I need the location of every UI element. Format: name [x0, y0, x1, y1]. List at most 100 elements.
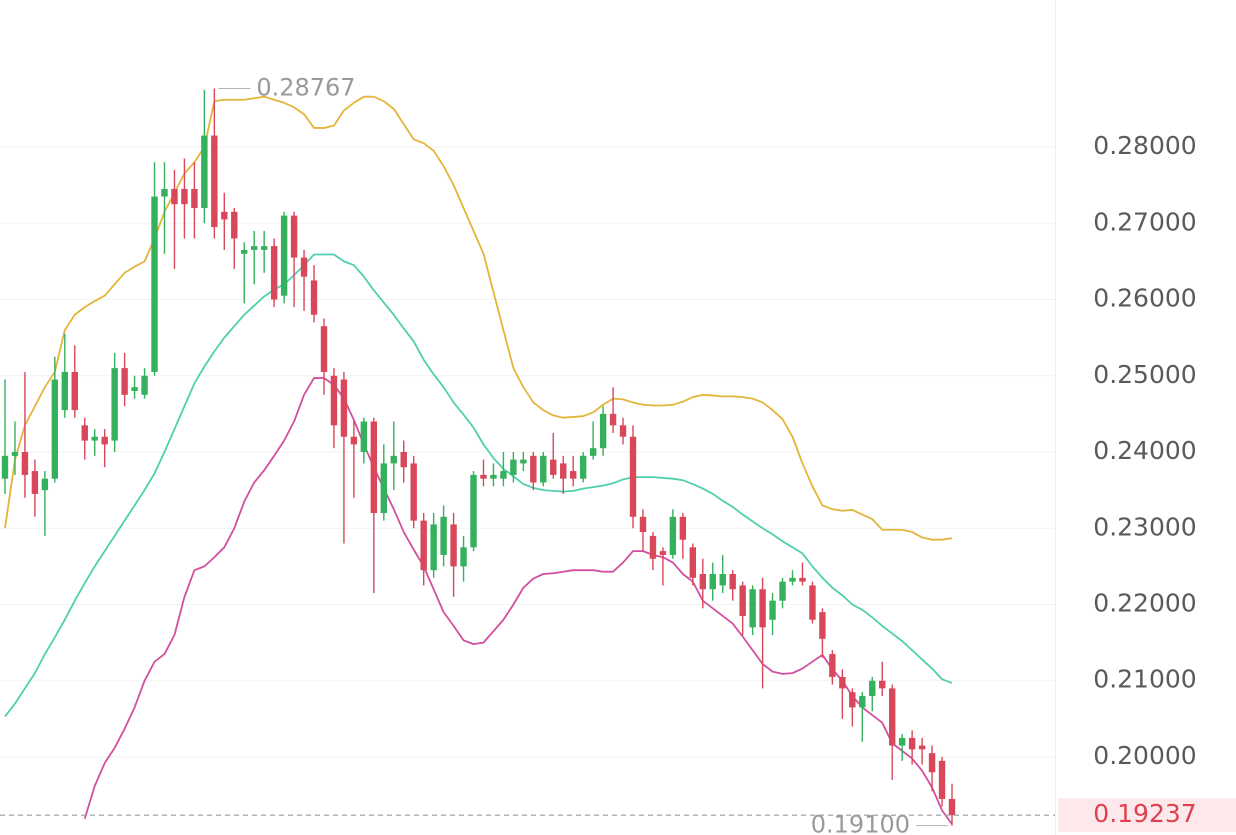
candle-body [430, 524, 437, 571]
last-price-label: 0.19237 [1093, 799, 1196, 828]
candle-body [61, 371, 69, 411]
candle-body [260, 246, 268, 250]
y-tick-label: 0.25000 [1093, 360, 1196, 389]
candle-body [201, 135, 208, 209]
overlay: 0.28767 0.19100 0.19237 [0, 74, 1236, 835]
candle-body [769, 600, 776, 620]
candle-body [510, 459, 517, 475]
candle-body [121, 368, 128, 395]
candle-body [470, 474, 477, 548]
candle-body [161, 188, 168, 197]
bands [4, 95, 953, 825]
candle-body [579, 455, 587, 479]
candle-body [888, 688, 896, 746]
candle-body [849, 692, 856, 708]
candle-body [21, 452, 29, 475]
candle-body [310, 280, 318, 315]
candle-body [809, 585, 816, 620]
candle-body [789, 577, 796, 582]
candle-body [211, 135, 218, 228]
candle-body [320, 326, 328, 372]
candle-body [480, 474, 487, 479]
candle-body [131, 387, 138, 392]
candle-body [739, 585, 746, 616]
candle-body [799, 577, 806, 582]
candle-body [340, 379, 348, 437]
candle-body [370, 421, 378, 514]
candle-body [290, 215, 298, 258]
candle-body [679, 516, 687, 540]
band-line [4, 253, 953, 718]
y-tick-label: 0.28000 [1093, 131, 1196, 160]
candle-body [151, 196, 158, 372]
candle-body [171, 188, 178, 205]
y-tick-label: 0.21000 [1093, 665, 1196, 694]
candle-body [390, 455, 397, 464]
min-label: 0.19100 [811, 811, 910, 835]
candle-body [709, 574, 716, 590]
candle-body [440, 516, 447, 555]
y-tick-label: 0.20000 [1093, 741, 1196, 770]
max-label: 0.28767 [256, 74, 355, 102]
candle-body [918, 745, 926, 750]
candle-body [241, 249, 248, 254]
candle-body [420, 520, 427, 571]
candle-body [869, 680, 876, 696]
candle-body [500, 471, 507, 479]
candle-body [540, 455, 547, 483]
candle-body [719, 574, 726, 586]
candle-body [948, 798, 956, 816]
candle-body [31, 471, 39, 494]
candle-body [550, 459, 557, 475]
candle-body [530, 455, 537, 483]
candle-body [181, 188, 188, 205]
candle-body [490, 474, 497, 479]
candle-body [280, 215, 288, 296]
candle-body [520, 459, 527, 464]
candle-body [699, 574, 706, 590]
candle-body [221, 211, 228, 220]
candle-body [689, 547, 697, 578]
candle-body [71, 371, 78, 411]
candle-body [400, 452, 407, 468]
candle-body [41, 478, 49, 491]
candle-body [460, 547, 467, 567]
candle-body [729, 574, 736, 590]
y-tick-label: 0.24000 [1093, 436, 1196, 465]
candle-body [629, 436, 637, 517]
last-price-box [1058, 798, 1236, 833]
candle-body [251, 246, 258, 250]
candle-body [938, 760, 946, 799]
y-tick-label: 0.26000 [1093, 284, 1196, 313]
candle-body [410, 463, 417, 521]
candle-body [829, 654, 836, 677]
grid: 0.20000 0.21000 0.22000 0.23000 0.24000 0.250… [0, 131, 1197, 770]
candle-body [300, 257, 308, 277]
candle-body [1, 455, 9, 479]
candle-body [101, 436, 108, 445]
candle-body [11, 452, 19, 456]
candle-body [81, 425, 88, 441]
candle-body [599, 413, 607, 449]
candle-body [350, 436, 358, 445]
candle-body [749, 589, 756, 628]
candle-body [839, 676, 846, 689]
candle-body [360, 421, 368, 453]
candle-body [669, 516, 677, 555]
band-line [83, 377, 953, 825]
candle-body [819, 612, 826, 639]
candle-body [141, 375, 148, 395]
candle-body [191, 188, 198, 209]
y-tick-label: 0.22000 [1093, 589, 1196, 618]
candle-body [609, 413, 617, 426]
y-tick-label: 0.27000 [1093, 207, 1196, 236]
candle-body [639, 516, 647, 533]
candle-body [589, 448, 597, 456]
candle-body [859, 695, 866, 708]
candle-body [649, 535, 657, 559]
candles [1, 88, 956, 826]
band-line [4, 95, 953, 541]
candle-body [659, 551, 667, 555]
